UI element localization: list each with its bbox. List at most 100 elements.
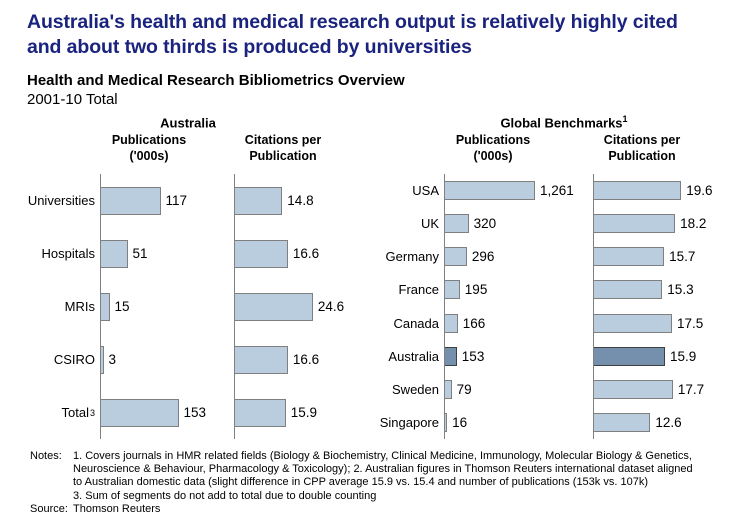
category-labels-australia: Universities Hospitals MRIs CSIRO Total 3 <box>10 174 100 439</box>
bar-row-singapore: 12.6 <box>594 406 754 439</box>
bar-row-mris: 15 <box>101 280 234 333</box>
value-label-sweden: 79 <box>456 381 472 397</box>
category-label-canada: Canada <box>393 315 439 331</box>
bar-row-universities: 14.8 <box>235 174 366 227</box>
value-label-total: 15.9 <box>290 405 317 420</box>
page-title: Australia's health and medical research … <box>27 10 754 60</box>
bar-row-germany: 15.7 <box>594 240 754 273</box>
chart-title-au-publications: Publications ('000s) <box>111 133 187 163</box>
panel-title-text: Australia <box>160 115 216 131</box>
bar-uk <box>445 214 469 234</box>
bar-row-hospitals: 16.6 <box>235 227 366 280</box>
category-label-hospitals: Hospitals <box>41 246 95 261</box>
value-label-australia: 153 <box>461 348 485 364</box>
bar-row-australia: 153 <box>445 340 593 373</box>
bar-csiro <box>101 345 104 374</box>
bar-singapore <box>594 412 651 432</box>
notes-body: 1. Covers journals in HMR related fields… <box>73 450 738 503</box>
value-label-uk: 320 <box>473 216 497 232</box>
bar-total <box>101 398 179 427</box>
bar-universities <box>235 186 283 215</box>
bar-germany <box>594 247 665 267</box>
bar-germany <box>445 247 467 267</box>
bar-row-germany: 296 <box>445 240 593 273</box>
bar-row-singapore: 16 <box>445 406 593 439</box>
bar-sweden <box>594 379 673 399</box>
bar-row-france: 15.3 <box>594 273 754 306</box>
category-label-mris: MRIs <box>64 299 95 314</box>
category-label-total: Total 3 <box>61 405 95 420</box>
chart-global-citations: Citations per Publication 19.6 18.2 15.7 15… <box>593 128 754 439</box>
bar-row-australia: 15.9 <box>594 340 754 373</box>
value-label-germany: 15.7 <box>669 249 696 265</box>
source-row: Source: Thomson Reuters <box>30 503 754 516</box>
bar-row-csiro: 3 <box>101 333 234 386</box>
panel-title-text: Global Benchmarks <box>500 115 623 131</box>
chart-body-au-citations: 14.8 16.6 24.6 16.6 15.9 <box>234 174 366 439</box>
bar-hospitals <box>235 239 288 268</box>
category-label-australia: Australia <box>388 348 439 364</box>
bar-mris <box>235 292 313 321</box>
panel-title-australia: Australia <box>10 111 366 131</box>
category-label-universities: Universities <box>27 193 95 208</box>
bar-row-france: 195 <box>445 273 593 306</box>
chart-body-au-publications: 117 51 15 3 153 <box>100 174 234 439</box>
category-label-usa: USA <box>412 183 439 199</box>
value-label-singapore: 16 <box>452 414 468 430</box>
notes-label: Notes: <box>30 450 62 462</box>
bar-row-usa: 19.6 <box>594 174 754 207</box>
report-subtitle: Health and Medical Research Bibliometric… <box>27 72 405 89</box>
value-label-canada: 166 <box>462 315 486 331</box>
category-label-germany: Germany <box>385 249 439 265</box>
note-line: Neuroscience & Behaviour, Pharmacology &… <box>73 463 693 476</box>
value-label-mris: 24.6 <box>317 299 345 314</box>
notes-row: Notes: 1. Covers journals in HMR related… <box>30 450 754 503</box>
chart-au-publications: Publications ('000s) 117 51 15 3 153 <box>100 128 234 439</box>
bar-row-mris: 24.6 <box>235 280 366 333</box>
bar-usa <box>594 181 682 201</box>
bar-row-sweden: 17.7 <box>594 373 754 406</box>
bar-row-usa: 1,261 <box>445 174 593 207</box>
panel-global-benchmarks: Global Benchmarks1 USA UK Germany France Can… <box>374 111 754 439</box>
bar-uk <box>594 214 676 234</box>
note-line: 3. Sum of segments do not add to total d… <box>73 489 377 502</box>
value-label-usa: 1,261 <box>540 183 574 199</box>
value-label-universities: 117 <box>165 193 188 208</box>
notes-section: Notes: 1. Covers journals in HMR related… <box>30 450 754 516</box>
note-line: 1. Covers journals in HMR related fields… <box>73 450 692 462</box>
bar-universities <box>101 186 161 215</box>
panel-title-superscript: 1 <box>622 114 628 124</box>
bar-row-hospitals: 51 <box>101 227 234 280</box>
bar-australia <box>594 346 665 366</box>
value-label-csiro: 16.6 <box>292 352 320 367</box>
value-label-singapore: 12.6 <box>655 414 682 430</box>
chart-title-global-citations: Citations per Publication <box>603 133 681 163</box>
page-title-line1: Australia's health and medical research … <box>27 11 678 33</box>
bar-row-uk: 320 <box>445 207 593 240</box>
value-label-uk: 18.2 <box>680 216 707 232</box>
bar-sweden <box>445 379 452 399</box>
bar-row-total: 153 <box>101 386 234 439</box>
bar-row-sweden: 79 <box>445 373 593 406</box>
bar-csiro <box>235 345 288 374</box>
value-label-csiro: 3 <box>108 352 117 367</box>
bar-france <box>594 280 663 300</box>
chart-title-au-citations: Citations per Publication <box>244 133 322 163</box>
value-label-australia: 15.9 <box>670 348 697 364</box>
report-period: 2001-10 Total <box>27 91 118 108</box>
bar-row-total: 15.9 <box>235 386 366 439</box>
bar-row-canada: 17.5 <box>594 307 754 340</box>
bar-mris <box>101 292 110 321</box>
bar-usa <box>445 181 535 201</box>
source-value: Thomson Reuters <box>73 502 161 515</box>
value-label-hospitals: 51 <box>132 246 148 261</box>
chart-body-global-citations: 19.6 18.2 15.7 15.3 17.5 15.9 17.7 12.6 <box>593 174 754 439</box>
value-label-universities: 14.8 <box>287 193 314 208</box>
value-label-france: 15.3 <box>667 282 694 298</box>
bar-row-uk: 18.2 <box>594 207 754 240</box>
bar-singapore <box>445 412 448 432</box>
panel-australia-columns: Universities Hospitals MRIs CSIRO Total 3 Pub… <box>10 128 366 439</box>
chart-global-publications: Publications ('000s) 1,261 320 296 195 166 15… <box>444 128 593 439</box>
category-labels-global: USA UK Germany France Canada Australia Sweden S… <box>374 174 444 439</box>
chart-au-citations: Citations per Publication 14.8 16.6 24.6 16… <box>234 128 366 439</box>
